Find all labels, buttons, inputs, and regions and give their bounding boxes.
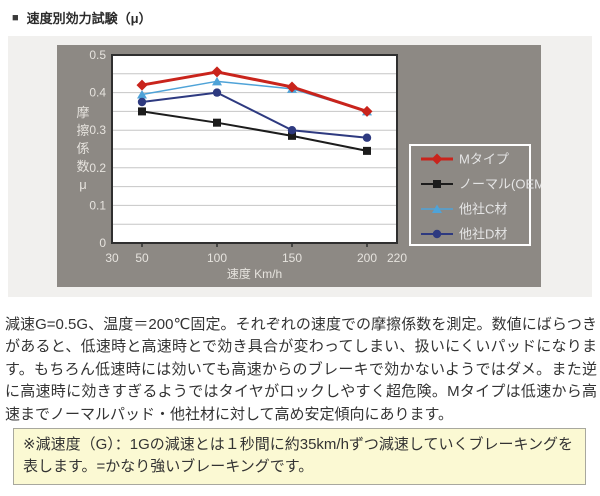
x-axis-tick-label: 100 [207,251,227,265]
data-point [136,79,148,91]
description-paragraph: 減速G=0.5G、温度＝200℃固定。それぞれの速度での摩擦係数を測定。数値にば… [5,316,597,423]
note-box: ※減速度（G）：1Gの減速とは１秒間に約35km/hずつ減速していくブレーキング… [13,428,586,485]
data-point [211,66,223,78]
data-point [288,131,296,140]
note-text: ※減速度（G）：1Gの減速とは１秒間に約35km/hずつ減速していくブレーキング… [23,436,574,476]
data-point [286,81,298,93]
data-point [363,146,371,155]
data-point [213,118,221,127]
y-axis-tick-label: 0.5 [89,48,106,62]
data-point [212,76,222,86]
x-axis-tick-label: 50 [135,251,149,265]
series-line-1 [141,110,368,152]
legend-item-label: 他社C材 [459,202,507,217]
page-title: 速度別効力試験（μ） [26,11,152,26]
series-line-0 [141,70,368,113]
plot-border [111,54,398,244]
x-axis-title: 速度 Km/h [227,266,282,281]
square-bullet-icon: ■ [12,11,19,24]
y-axis-title-char: μ [79,177,87,192]
legend-marker [432,204,442,213]
y-axis-tick-label: 0.1 [89,198,106,212]
legend-item-label: ノーマル(OEM) [459,177,541,192]
page-header: ■ 速度別効力試験（μ） [12,8,152,27]
y-axis-tick-label: 0.3 [89,123,106,137]
friction-chart: 0 0.1 0.2 0.3 0.4 0.5 30 50 100 150 200 220 速度 Km/h 摩… [57,45,549,287]
y-axis-title-char: 数 [76,159,89,174]
data-point [138,107,146,116]
x-axis-tick-label: 30 [105,251,119,265]
legend [409,144,531,246]
data-point [212,88,222,97]
legend-marker [433,180,441,188]
legend-item-label: 他社D材 [459,227,507,242]
data-point [137,89,147,99]
chart-panel: 0 0.1 0.2 0.3 0.4 0.5 30 50 100 150 200 220 速度 Km/h 摩… [8,36,592,297]
y-axis-title-char: 擦 [76,123,89,138]
y-axis-tick-label: 0 [99,236,106,250]
x-axis-tick-label: 200 [357,251,377,265]
y-axis-title-char: 摩 [76,105,89,120]
x-axis-tick-label: 150 [282,251,302,265]
legend-item-label: Mタイプ [459,152,509,167]
data-point [362,133,372,142]
y-axis-tick-label: 0.4 [89,86,106,100]
chart-canvas: 0 0.1 0.2 0.3 0.4 0.5 30 50 100 150 200 220 速度 Km/h 摩… [76,48,549,281]
y-axis-title-char: 係 [76,141,89,156]
legend-marker [432,229,442,239]
y-axis-tick-label: 0.2 [89,161,106,175]
data-point [287,126,297,135]
legend-marker [431,153,443,165]
data-point [137,97,147,107]
x-axis-tick-label: 220 [387,251,407,265]
data-point [361,105,373,117]
series-line-3 [141,91,368,139]
